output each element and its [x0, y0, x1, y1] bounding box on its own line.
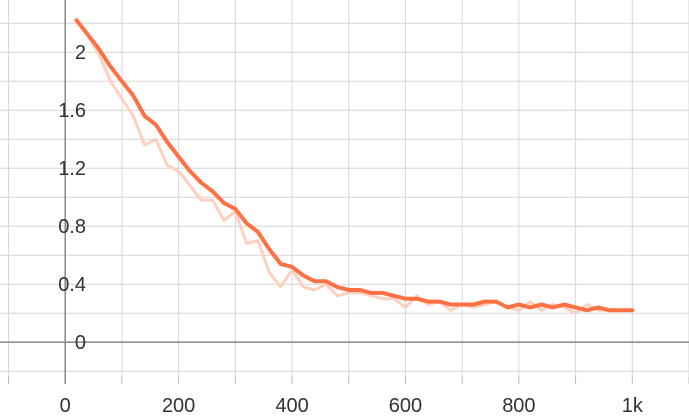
- x-tick-label: 200: [162, 395, 195, 417]
- y-tick-label: 1.2: [58, 158, 86, 180]
- x-tick-label: 800: [502, 395, 535, 417]
- grid: [0, 0, 689, 384]
- x-tick-label: 400: [275, 395, 308, 417]
- axes: [0, 0, 689, 384]
- y-tick-label: 0.4: [58, 274, 86, 296]
- series-layer: [74, 18, 635, 315]
- x-tick-label: 0: [60, 395, 71, 417]
- tick-labels: 0 200 400 600 800 1k 0 0.4 0.8 1.2 1.6 2: [58, 42, 644, 417]
- y-tick-label: 2: [75, 42, 86, 64]
- raw-loss-line: [86, 33, 634, 315]
- smoothed-loss-line: [74, 18, 635, 313]
- y-tick-label: 0: [75, 332, 86, 354]
- y-tick-label: 1.6: [58, 100, 86, 122]
- x-tick-label: 600: [389, 395, 422, 417]
- y-tick-label: 0.8: [58, 216, 86, 238]
- x-tick-label: 1k: [622, 395, 644, 417]
